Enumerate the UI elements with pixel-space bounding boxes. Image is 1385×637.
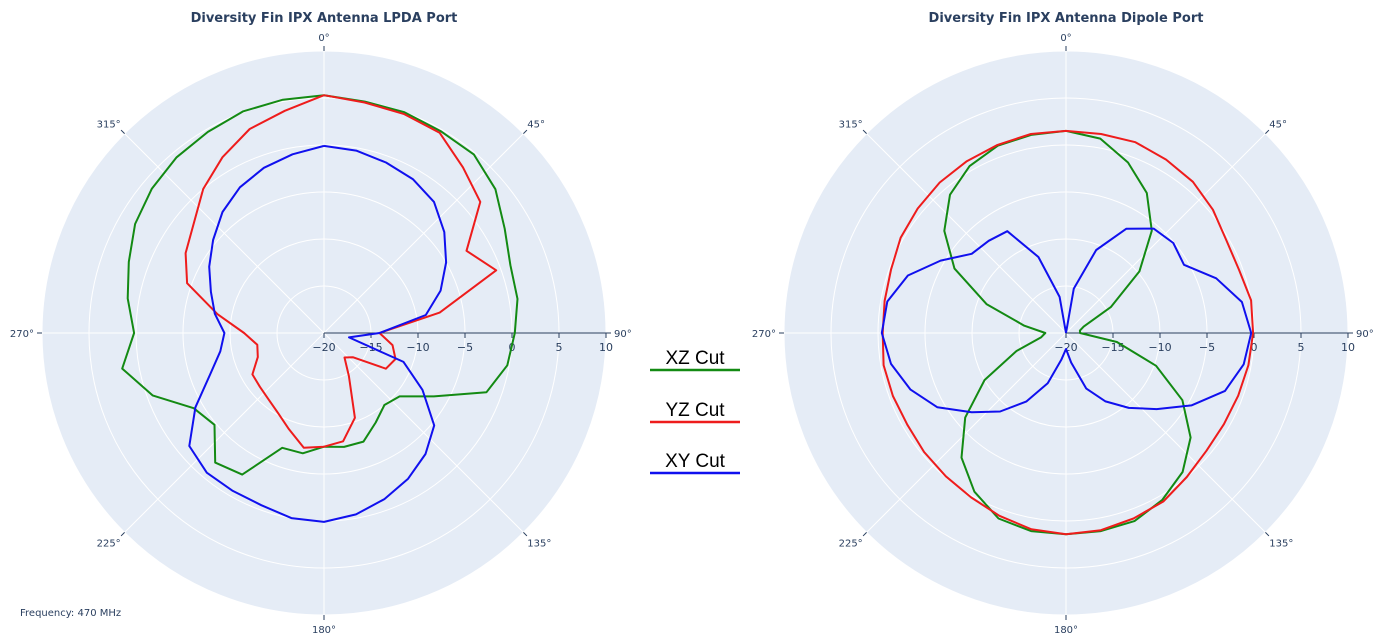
angular-tick-label: 315° <box>839 120 863 131</box>
angular-grid-line <box>1065 332 1266 533</box>
series-line-xy-cut[interactable] <box>188 144 448 523</box>
angular-tick-label: 180° <box>1054 625 1078 636</box>
angular-tick <box>523 532 528 537</box>
radial-tick-label: −20 <box>1054 341 1077 354</box>
angular-tick-label: 135° <box>527 538 551 549</box>
radial-tick-label: −20 <box>312 341 335 354</box>
angular-tick-label: 0° <box>1060 33 1071 44</box>
angular-grid-line <box>866 133 1067 334</box>
series-line-xy-cut[interactable] <box>880 227 1253 414</box>
angular-grid-line <box>124 332 325 533</box>
radial-tick-label: 0 <box>1251 341 1258 354</box>
radial-tick-label: 10 <box>1341 341 1355 354</box>
angular-tick-label: 225° <box>97 538 121 549</box>
angular-tick-label: 0° <box>318 33 329 44</box>
series-line-yz-cut[interactable] <box>184 94 498 449</box>
angular-tick-label: 270° <box>752 329 776 340</box>
angular-tick <box>523 129 528 134</box>
radial-tick-label: −5 <box>457 341 473 354</box>
radial-tick-label: −5 <box>1199 341 1215 354</box>
legend-item-yz-cut[interactable]: YZ Cut <box>650 400 740 424</box>
angular-tick-label: 45° <box>1269 120 1287 131</box>
angular-grid-line <box>1065 133 1266 334</box>
angular-tick-label: 90° <box>1356 329 1374 340</box>
radial-tick-label: 5 <box>556 341 563 354</box>
legend: XZ Cut YZ Cut XY Cut <box>650 348 740 475</box>
dipole-chart-title: Diversity Fin IPX Antenna Dipole Port <box>929 11 1204 26</box>
angular-tick <box>1265 532 1270 537</box>
series-line-yz-cut[interactable] <box>881 129 1255 536</box>
radial-tick-label: −15 <box>1101 341 1124 354</box>
angular-tick <box>120 129 125 134</box>
legend-label: XZ Cut <box>665 348 725 369</box>
angular-tick-label: 90° <box>614 329 632 340</box>
lpda-chart-title: Diversity Fin IPX Antenna LPDA Port <box>191 11 458 26</box>
angular-tick <box>862 129 867 134</box>
radial-tick-label: −10 <box>406 341 429 354</box>
angular-tick <box>862 532 867 537</box>
angular-grid-line <box>323 133 524 334</box>
dipole-port-polar-chart: Diversity Fin IPX Antenna Dipole Port 0°… <box>752 11 1374 636</box>
angular-tick-label: 225° <box>839 538 863 549</box>
angular-tick-label: 315° <box>97 120 121 131</box>
legend-item-xz-cut[interactable]: XZ Cut <box>650 348 740 372</box>
angular-tick <box>120 532 125 537</box>
angular-grid-line <box>866 332 1067 533</box>
angular-tick-label: 45° <box>527 120 545 131</box>
angular-grid-line <box>323 332 524 533</box>
legend-label: XY Cut <box>665 451 726 472</box>
legend-item-xy-cut[interactable]: XY Cut <box>650 451 740 475</box>
angular-tick-label: 180° <box>312 625 336 636</box>
radial-tick-label: −10 <box>1148 341 1171 354</box>
lpda-port-polar-chart: Diversity Fin IPX Antenna LPDA Port 0° 45… <box>10 11 632 636</box>
legend-label: YZ Cut <box>665 400 725 421</box>
angular-tick-label: 135° <box>1269 538 1293 549</box>
angular-tick <box>1265 129 1270 134</box>
angular-tick-label: 270° <box>10 329 34 340</box>
radial-tick-label: 5 <box>1298 341 1305 354</box>
radial-tick-label: 10 <box>599 341 613 354</box>
frequency-annotation: Frequency: 470 MHz <box>20 608 121 619</box>
angular-grid-line <box>124 133 325 334</box>
